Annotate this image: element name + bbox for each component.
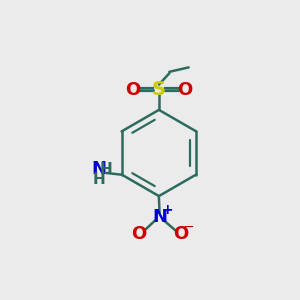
Text: H: H (100, 162, 112, 177)
Text: N: N (152, 208, 167, 226)
Text: O: O (174, 225, 189, 243)
Text: −: − (183, 220, 194, 234)
Text: S: S (152, 80, 166, 99)
Text: N: N (92, 160, 106, 178)
Text: O: O (177, 81, 192, 99)
Text: +: + (161, 203, 173, 217)
Text: H: H (93, 172, 105, 187)
Text: O: O (131, 225, 146, 243)
Text: O: O (125, 81, 141, 99)
